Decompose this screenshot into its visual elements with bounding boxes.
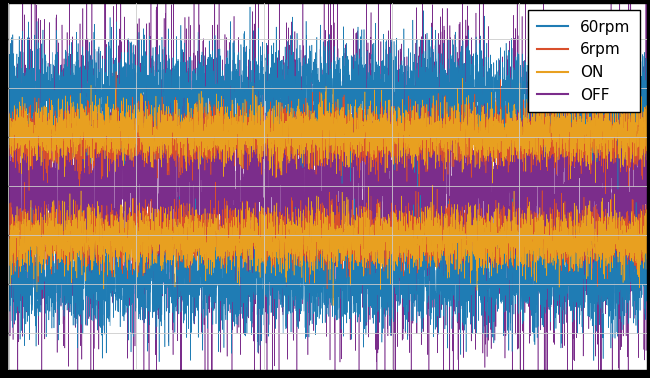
Legend: 60rpm, 6rpm, ON, OFF: 60rpm, 6rpm, ON, OFF: [528, 11, 640, 112]
